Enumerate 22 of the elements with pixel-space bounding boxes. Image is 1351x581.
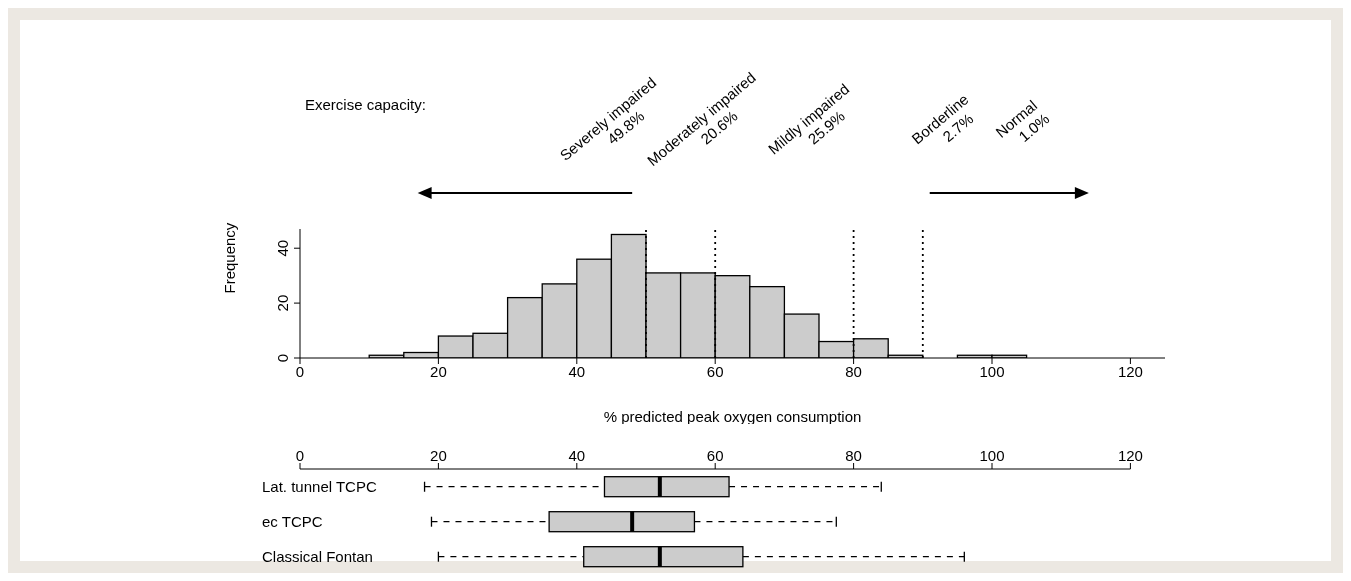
y-tick-label: ec TCPC [262,512,323,530]
y-tick-label: 20 [274,294,291,312]
text: Exercise capacity: [305,96,426,113]
x-tick-label: 100 [979,362,1005,380]
y-axis-title: Frequency [221,222,239,294]
x-tick-label: 120 [1117,362,1143,380]
y-tick-label: 0 [274,353,291,363]
x-tick-label: 100 [979,447,1005,464]
x-tick-label: 80 [845,362,862,380]
x-tick-label: 60 [706,362,724,380]
x-tick-label: 0 [295,362,305,380]
x-tick-label: 20 [430,362,447,380]
x-tick-label: 80 [845,447,862,464]
y-tick-label: Classical Fontan [262,547,373,565]
x-tick-label: 120 [1117,447,1143,464]
y-tick-label: Lat. tunnel TCPC [262,477,377,495]
x-tick-label: 40 [568,447,586,464]
x-tick-label: 40 [568,362,586,380]
x-tick-label: 20 [430,447,447,464]
y-tick-label: 40 [274,239,291,257]
x-tick-label: 0 [295,447,305,464]
x-tick-label: 60 [706,447,724,464]
